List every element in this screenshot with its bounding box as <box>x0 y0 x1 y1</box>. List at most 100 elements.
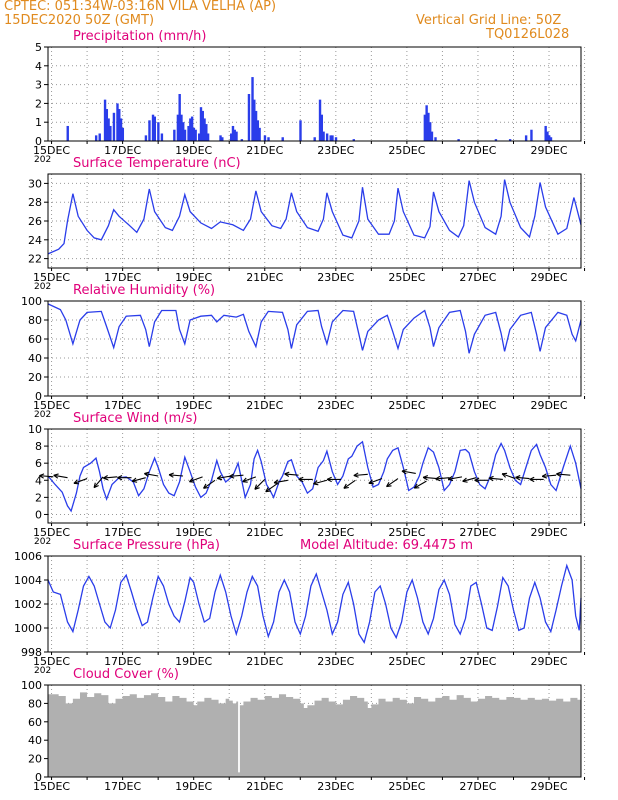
precip-bar <box>267 137 270 141</box>
wind-arrow <box>313 479 328 486</box>
panel-frame <box>47 684 582 778</box>
wind-arrow-head <box>353 472 359 476</box>
precip-bar <box>192 127 196 141</box>
cloud-area <box>48 692 581 777</box>
wind-arrow <box>447 475 463 482</box>
y-tick-label: 1000 <box>14 622 42 635</box>
wind-arrow <box>462 477 477 483</box>
precip-bar <box>253 99 256 141</box>
wind-arrow-head <box>229 473 235 477</box>
precip-bar <box>251 77 254 141</box>
wind-arrow <box>273 479 288 485</box>
x-tick-label: 19DEC <box>175 655 212 668</box>
header-model: TQ0126L028 <box>486 27 570 42</box>
x-tick-label: 29DEC <box>530 526 567 539</box>
x-tick-label: 29DEC <box>530 399 567 412</box>
wind-arrow-shaft <box>368 478 383 484</box>
wind-arrow-shaft <box>103 476 118 479</box>
wind-arrow-head <box>189 481 195 483</box>
precip-bar <box>119 118 123 141</box>
wind-arrow-shaft <box>203 479 216 489</box>
wind-arrow-head <box>413 483 418 489</box>
wind-arrow-head <box>131 477 137 482</box>
wind-arrow-shaft <box>343 479 356 489</box>
panel-1: 22 24 26 28 30 Surface Temperature (nC) 15DEC 1… <box>28 156 586 292</box>
y-tick-label: 998 <box>21 646 42 659</box>
precip-bar <box>199 107 203 141</box>
precip-bar <box>107 118 110 141</box>
wind-arrow-shaft <box>401 470 416 474</box>
y-tick-label: 20 <box>28 753 42 766</box>
x-tick-label: 27DEC <box>459 526 496 539</box>
wind-arrow-shaft <box>254 479 266 490</box>
wind-arrow <box>39 473 54 479</box>
precip-bar <box>233 129 236 141</box>
series-line <box>47 563 582 645</box>
wind-arrow-shaft <box>501 473 516 480</box>
panel-frame <box>47 46 582 142</box>
precip-bar <box>530 129 533 141</box>
wind-arrow-shaft <box>284 473 299 476</box>
x-tick-label: 23DEC <box>317 399 354 412</box>
precip-bar <box>182 122 185 141</box>
wind-arrow-head <box>501 473 506 478</box>
wind-arrow-shaft <box>189 476 203 483</box>
wind-arrow-head <box>326 476 332 480</box>
wind-arrow-shaft <box>488 477 503 480</box>
wind-arrow <box>422 475 438 481</box>
wind-arrow-shaft <box>144 473 159 477</box>
wind-arrow-head <box>265 487 269 492</box>
wind-arrow-shaft <box>556 473 571 476</box>
wind-arrow-head <box>144 473 149 477</box>
wind-arrow-shaft <box>39 475 54 478</box>
wind-arrow-head <box>556 471 562 475</box>
precip-bar <box>157 122 160 141</box>
x-tick-label: 17DEC <box>104 399 141 412</box>
wind-arrow-shaft <box>53 474 68 479</box>
x-tick-label: 17DEC <box>104 655 141 668</box>
precip-bar <box>187 125 190 141</box>
wind-arrow-shaft <box>169 474 184 477</box>
precip-bar <box>198 133 201 141</box>
x-tick-label: 27DEC <box>459 655 496 668</box>
x-tick-label: 27DEC <box>459 271 496 284</box>
y-tick-label: 1004 <box>14 574 42 587</box>
wind-arrow-shaft <box>273 479 288 484</box>
wind-arrow-head <box>515 476 521 481</box>
panel-title: Surface Temperature (nC) <box>73 156 241 171</box>
wind-arrow <box>515 475 530 481</box>
wind-arrow-head <box>117 475 123 479</box>
wind-arrow-shaft <box>515 476 530 480</box>
wind-arrow <box>73 478 88 485</box>
wind-arrow-head <box>313 480 318 485</box>
precip-bar <box>258 127 261 141</box>
wind-arrow <box>488 475 503 482</box>
precip-bar <box>190 116 194 141</box>
precip-bar <box>105 109 109 141</box>
wind-arrow-head <box>168 472 174 476</box>
wind-arrow <box>144 471 159 477</box>
x-tick-label: 19DEC <box>175 399 212 412</box>
y-tick-label: 100 <box>21 295 42 308</box>
precip-bar <box>322 131 325 141</box>
wind-arrow-shaft <box>242 476 257 483</box>
x-tick-label: 23DEC <box>317 780 354 793</box>
precip-bar <box>546 131 549 141</box>
panel-0: 0 1 2 3 4 5 Precipitation (mm/h) 15DEC 17DEC 19DE… <box>33 29 586 165</box>
precip-bar <box>231 125 235 141</box>
precip-bar <box>247 94 251 141</box>
wind-arrow-head <box>73 479 78 484</box>
precip-bar <box>219 135 222 141</box>
wind-arrow-head <box>254 484 258 490</box>
precip-bar <box>263 135 267 141</box>
wind-arrow-head <box>39 473 45 477</box>
y-tick-label: 28 <box>28 196 42 209</box>
y-tick-label: 30 <box>28 177 42 190</box>
precip-bar <box>430 131 434 141</box>
precip-bar <box>153 116 156 141</box>
precip-bar <box>103 99 107 141</box>
precip-bar <box>329 135 332 141</box>
x-tick-label: 23DEC <box>317 526 354 539</box>
wind-arrow <box>53 473 68 479</box>
precip-bar <box>180 114 183 141</box>
